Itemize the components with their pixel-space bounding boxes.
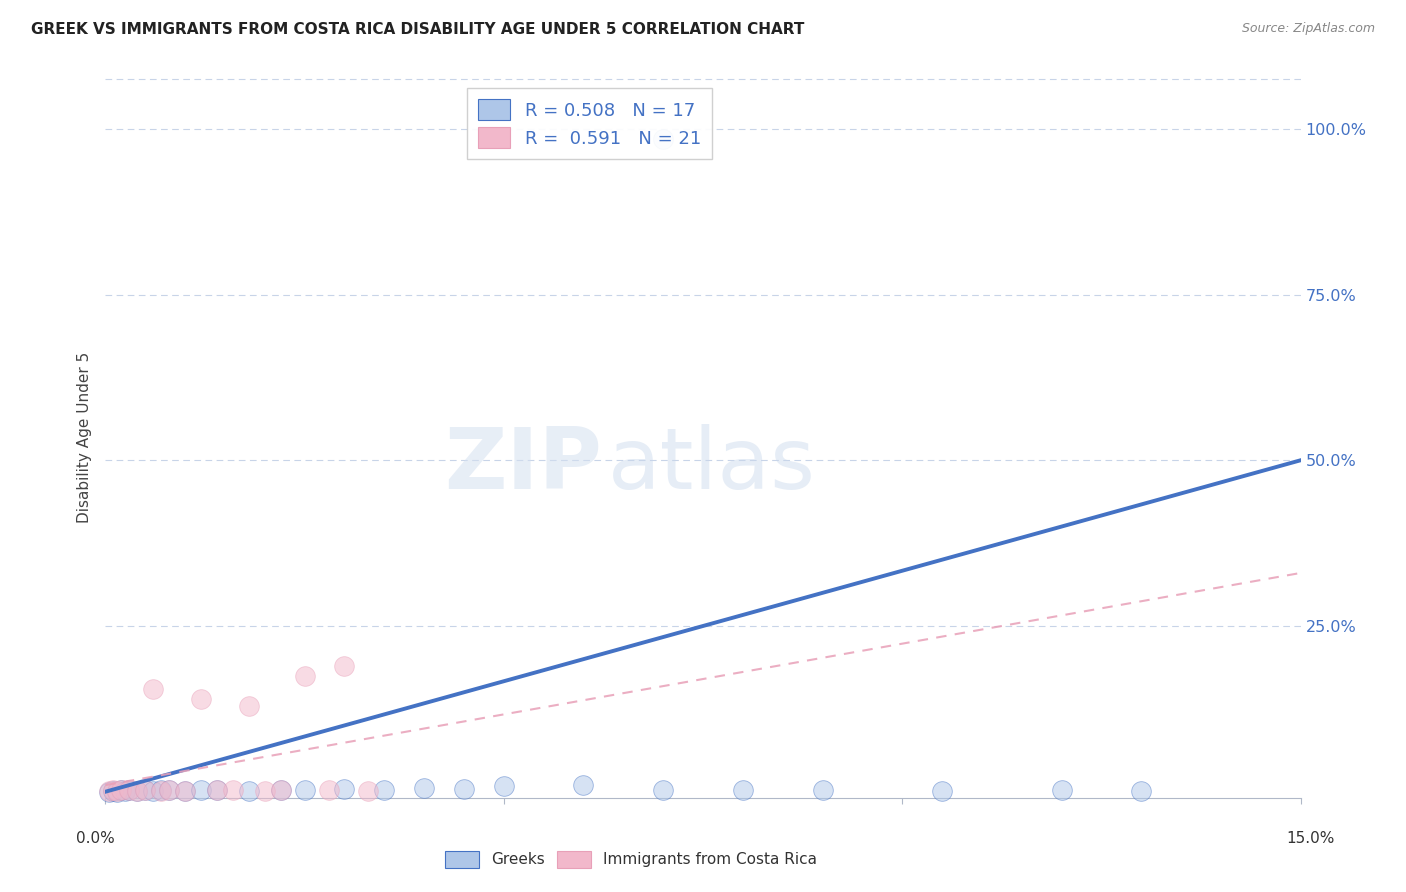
Point [103, 783, 125, 797]
Point [270, 782, 292, 797]
Point [118, 783, 141, 797]
Text: GREEK VS IMMIGRANTS FROM COSTA RICA DISABILITY AGE UNDER 5 CORRELATION CHART: GREEK VS IMMIGRANTS FROM COSTA RICA DISA… [31, 22, 804, 37]
Point [134, 782, 156, 797]
Point [190, 782, 212, 797]
Point [238, 698, 260, 713]
Text: 15.0%: 15.0% [1286, 831, 1334, 846]
Point [98, 784, 121, 798]
Point [253, 784, 276, 798]
Point [134, 783, 156, 797]
Point [270, 783, 292, 797]
Point [110, 783, 132, 797]
Text: atlas: atlas [607, 425, 815, 508]
Point [107, 785, 129, 799]
Point [294, 783, 316, 797]
Point [731, 782, 754, 797]
Text: Source: ZipAtlas.com: Source: ZipAtlas.com [1241, 22, 1375, 36]
Point [150, 784, 173, 798]
Point [1130, 784, 1153, 798]
Point [931, 784, 953, 798]
Point [157, 783, 180, 797]
Point [238, 784, 260, 798]
Point [413, 781, 436, 796]
Point [110, 782, 132, 797]
Text: ZIP: ZIP [444, 425, 602, 508]
Point [333, 782, 356, 797]
Point [150, 782, 173, 797]
Point [1050, 783, 1073, 797]
Point [127, 784, 149, 798]
Text: 0.0%: 0.0% [76, 831, 115, 846]
Point [811, 783, 834, 797]
Point [118, 783, 141, 797]
Point [174, 784, 197, 798]
Point [357, 784, 380, 798]
Point [190, 692, 212, 706]
Point [142, 784, 165, 798]
Point [205, 782, 228, 797]
Point [103, 784, 125, 798]
Point [142, 681, 165, 696]
Point [652, 783, 675, 797]
Point [114, 784, 136, 798]
Point [174, 784, 197, 798]
Point [127, 784, 149, 798]
Point [318, 782, 340, 797]
Point [205, 783, 228, 797]
Point [492, 780, 515, 794]
Point [333, 658, 356, 673]
Point [572, 778, 595, 792]
Point [157, 783, 180, 797]
Point [107, 784, 129, 798]
Y-axis label: Disability Age Under 5: Disability Age Under 5 [76, 351, 91, 523]
Point [652, 132, 675, 146]
Legend: Greeks, Immigrants from Costa Rica: Greeks, Immigrants from Costa Rica [439, 845, 824, 874]
Point [222, 783, 245, 797]
Point [453, 782, 475, 797]
Point [98, 785, 121, 799]
Point [294, 669, 316, 683]
Point [373, 782, 395, 797]
